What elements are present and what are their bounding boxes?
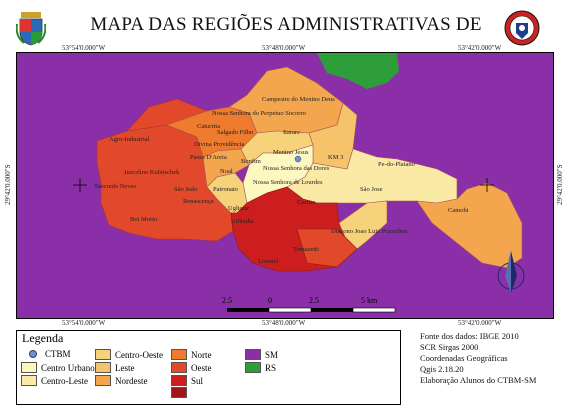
legend-item-leste: Leste (95, 362, 135, 373)
north-arrow-icon (497, 251, 525, 293)
region-tomazetti (296, 228, 358, 268)
scale-label-3: 2.5 (309, 296, 319, 305)
info-source: Fonte dos dados: IBGE 2010 (420, 331, 519, 341)
label-sao-joao: São João (174, 186, 197, 193)
legend-label-sm: SM (265, 349, 279, 360)
label-caturrita: Caturrita (197, 123, 220, 130)
crosshair-left (73, 178, 87, 192)
scale-label-1: 2.5 (222, 296, 232, 305)
label-agro-industrial: Agro-Industrial (109, 136, 150, 143)
ctbm-point (294, 155, 302, 163)
label-ns-lourdes: Nossa Senhora de Lourdes (253, 179, 323, 186)
label-bonfim: Bonfim (241, 158, 261, 165)
legend: Legenda CTBM Centro Urbano Centro-Leste … (16, 330, 401, 405)
label-patronato: Patronato (213, 186, 238, 193)
legend-item-centro-oeste: Centro-Oeste (95, 349, 163, 360)
map-canvas: Agro-Industrial Tancredo Neves Boi Morto… (73, 53, 525, 313)
crosshair-right (480, 178, 494, 192)
label-ns-dores: Nossa Senhora das Dores (263, 165, 330, 172)
coord-bottom-3: 53°42'0.000"W (458, 319, 502, 327)
legend-swatch-centro-leste (21, 375, 37, 386)
label-km3: KM 3 (328, 154, 343, 161)
coord-top-3: 53°42'0.000"W (458, 44, 502, 52)
label-ns-perpetuo-socorro: Nossa Senhora do Perpetuo Socorro (212, 110, 306, 117)
legend-label-ctbm: CTBM (45, 349, 71, 359)
legend-swatch-sul (171, 375, 187, 386)
rs-area (317, 53, 399, 89)
label-noal: Noal (220, 168, 233, 175)
label-tomazetti: Tomazetti (293, 246, 319, 253)
label-lorenzi: Lorenzi (258, 258, 278, 265)
scale-label-4: 5 km (361, 296, 378, 305)
city-coat-of-arms-logo (15, 10, 47, 46)
legend-label-centro-oeste: Centro-Oeste (115, 349, 163, 360)
legend-swatch-leste (95, 362, 111, 373)
legend-swatch-oeste (171, 362, 187, 373)
coord-right: 29°42'0.000"S (556, 164, 564, 205)
legend-item-sul: Sul (171, 375, 203, 386)
legend-item-centro-leste: Centro-Leste (21, 375, 88, 386)
legend-label-sul: Sul (191, 375, 204, 386)
page-title: MAPA DAS REGIÕES ADMINISTRATIVAS DE (90, 14, 482, 35)
label-renascenca: Renascença (183, 198, 214, 205)
label-urlandia: Urlândia (231, 218, 254, 225)
legend-swatch-centro-urbano (21, 362, 37, 373)
legend-label-leste: Leste (115, 362, 135, 373)
legend-item-nordeste: Nordeste (95, 375, 148, 386)
label-sao-jose: São Jose (360, 186, 383, 193)
coord-top-1: 53°54'0.000"W (62, 44, 106, 52)
label-camobi: Camobi (448, 207, 469, 214)
legend-label-centro-urbano: Centro Urbano (41, 362, 95, 373)
legend-item-norte: Norte (171, 349, 212, 360)
legend-swatch-rs (245, 362, 261, 373)
map-info: Fonte dos dados: IBGE 2010 SCR Sirgas 20… (420, 331, 536, 386)
coord-bottom-2: 53°48'0.000"W (262, 319, 306, 327)
label-pozzobon: Diacono Joao Luiz Pozzobon (331, 228, 408, 235)
region-camobi (416, 182, 523, 269)
info-crs: SCR Sirgas 2000 (420, 342, 479, 352)
scale-label-2: 0 (268, 296, 272, 305)
label-salgado-filho: Salgado Filho (217, 129, 253, 136)
legend-label-rs: RS (265, 362, 277, 373)
label-passo-dareia: Passo D'Areia (190, 154, 227, 161)
info-software: Qgis 2.18.20 (420, 364, 464, 374)
label-boi-morto: Boi Morto (130, 216, 157, 223)
coord-left: 29°42'0.000"S (4, 164, 12, 205)
legend-swatch-ctbm (29, 350, 37, 358)
legend-swatch-norte (171, 349, 187, 360)
label-pe-do-platano: Pe-do-Platano (378, 161, 415, 168)
legend-swatch-sm (245, 349, 261, 360)
info-coordinates: Coordenadas Geográficas (420, 353, 508, 363)
scale-bar: 2.5 0 2.5 5 km (222, 296, 396, 313)
label-itarare: Itarare (283, 129, 300, 136)
legend-label-nordeste: Nordeste (115, 375, 148, 386)
legend-label-oeste: Oeste (191, 362, 212, 373)
legend-item-ctbm: CTBM (25, 349, 71, 359)
coord-bottom-1: 53°54'0.000"W (62, 319, 106, 327)
label-uglione: Uglione (228, 205, 249, 212)
legend-item-centro-urbano: Centro Urbano (21, 362, 95, 373)
legend-swatch-unlabeled (171, 387, 187, 398)
ctbm-badge-logo (504, 10, 540, 46)
map-frame[interactable]: Agro-Industrial Tancredo Neves Boi Morto… (16, 52, 554, 319)
legend-swatch-centro-oeste (95, 349, 111, 360)
label-tancredo-neves: Tancredo Neves (94, 183, 136, 190)
info-credits: Elaboração Alunos do CTBM-SM (420, 375, 537, 385)
legend-item-rs: RS (245, 362, 276, 373)
legend-swatch-nordeste (95, 375, 111, 386)
legend-label-centro-leste: Centro-Leste (41, 375, 88, 386)
legend-item-oeste: Oeste (171, 362, 212, 373)
legend-label-norte: Norte (191, 349, 212, 360)
label-cerrito: Cerrito (297, 199, 315, 206)
legend-title: Legenda (22, 331, 64, 345)
coord-top-2: 53°48'0.000"W (262, 44, 306, 52)
label-divina-providencia: Divina Providência (194, 141, 244, 148)
label-menino-jesus: Menino Jesus (273, 149, 309, 156)
label-campestre: Campestre do Menino Deus (262, 96, 335, 103)
legend-item-sm: SM (245, 349, 278, 360)
label-juscelino: Juscelino Kubitschek (124, 169, 180, 176)
legend-item-unlabeled (171, 387, 187, 398)
